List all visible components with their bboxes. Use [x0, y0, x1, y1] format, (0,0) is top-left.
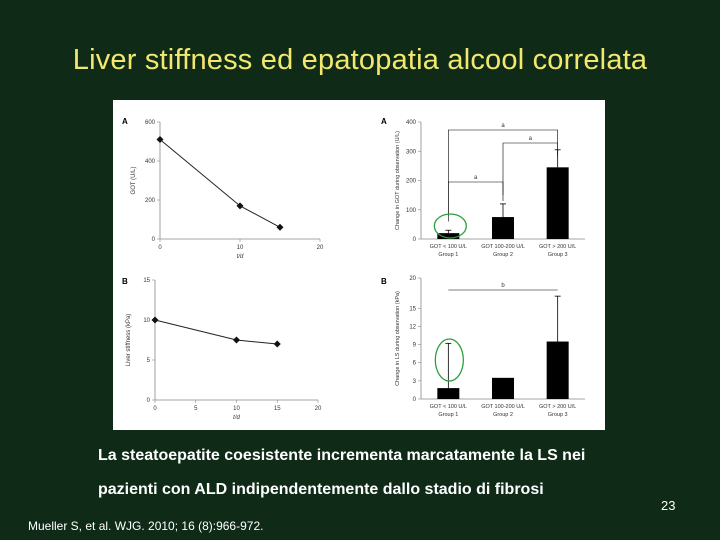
- x-tick-label: 20: [315, 406, 322, 412]
- slide-title: Liver stiffness ed epatopatia alcool cor…: [72, 44, 648, 76]
- x-tick-label: 20: [317, 245, 324, 251]
- x-category-label: GOT > 200 U/L: [539, 404, 576, 410]
- y-tick-label: 0: [413, 237, 417, 243]
- reference: Mueller S, et al. WJG. 2010; 16 (8):966-…: [28, 519, 264, 533]
- x-tick-label: 10: [233, 406, 240, 412]
- y-tick-label: 0: [413, 397, 417, 403]
- y-tick-label: 6: [413, 361, 417, 367]
- y-tick-label: 300: [406, 149, 417, 155]
- significance-label: b: [501, 283, 505, 289]
- y-tick-label: 20: [409, 276, 416, 282]
- caption-line-2: pazienti con ALD indipendentemente dallo…: [98, 481, 544, 498]
- x-tick-label: 0: [153, 406, 157, 412]
- data-point: [273, 340, 281, 348]
- y-tick-label: 5: [147, 358, 151, 364]
- series-line: [159, 139, 281, 228]
- data-point: [233, 336, 240, 344]
- panel-label: B: [122, 277, 128, 286]
- y-tick-label: 100: [406, 208, 417, 214]
- bar: [492, 217, 514, 239]
- panel-label: A: [122, 117, 128, 126]
- bar: [546, 341, 569, 399]
- x-category-label: GOT > 200 U/L: [539, 244, 576, 250]
- y-axis-label: Liver stiffness (kPa): [126, 314, 132, 367]
- bar: [437, 233, 460, 239]
- y-tick-label: 0: [147, 398, 151, 404]
- y-tick-label: 400: [406, 120, 417, 126]
- caption-line-1: La steatoepatite coesistente incrementa …: [98, 447, 586, 464]
- significance-label: a: [501, 123, 505, 129]
- significance-bracket: [502, 142, 558, 196]
- data-point: [156, 136, 164, 144]
- x-group-label: Group 1: [438, 252, 458, 258]
- x-group-label: Group 3: [548, 252, 568, 258]
- figure-panel: A 0 200 400 600 0 10 20 t/d GOT (U/L) A 0 100 200 300 4…: [113, 100, 605, 430]
- x-group-label: Group 2: [493, 412, 513, 418]
- y-tick-label: 3: [413, 379, 417, 385]
- y-tick-label: 200: [145, 198, 156, 204]
- x-group-label: Group 2: [493, 252, 513, 258]
- y-tick-label: 9: [413, 343, 417, 349]
- y-tick-label: 600: [145, 120, 156, 126]
- x-category-label: GOT < 100 U/L: [430, 404, 467, 410]
- highlight-circle: [433, 213, 467, 239]
- x-axis-label: t/d: [233, 415, 240, 421]
- bar: [546, 167, 569, 239]
- y-tick-label: 200: [406, 179, 417, 185]
- y-tick-label: 15: [409, 306, 416, 312]
- x-tick-label: 10: [237, 245, 244, 251]
- x-axis-label: t/d: [237, 254, 244, 260]
- y-tick-label: 12: [409, 324, 416, 330]
- x-tick-label: 15: [274, 406, 281, 412]
- y-axis-label: Change in GOT during observation (U/L): [395, 131, 401, 230]
- x-group-label: Group 1: [438, 412, 458, 418]
- y-axis-label: GOT (U/L): [131, 167, 137, 195]
- y-tick-label: 0: [152, 237, 156, 243]
- y-tick-label: 15: [143, 278, 150, 284]
- panel-label: B: [381, 277, 387, 286]
- data-point: [236, 202, 244, 210]
- x-category-label: GOT < 100 U/L: [430, 244, 467, 250]
- data-point: [276, 223, 284, 231]
- y-tick-label: 10: [143, 318, 150, 324]
- significance-label: a: [474, 175, 478, 181]
- highlight-circle: [434, 338, 464, 382]
- panel-label: A: [381, 117, 387, 126]
- x-tick-label: 5: [194, 406, 198, 412]
- significance-label: a: [529, 136, 533, 142]
- x-tick-label: 0: [158, 245, 162, 251]
- bar: [437, 388, 460, 399]
- page-number: 23: [661, 498, 676, 513]
- bar: [492, 377, 514, 399]
- x-category-label: GOT 100-200 U/L: [481, 404, 525, 410]
- x-group-label: Group 3: [548, 412, 568, 418]
- y-tick-label: 400: [145, 159, 156, 165]
- x-category-label: GOT 100-200 U/L: [481, 244, 525, 250]
- significance-bracket: [448, 181, 504, 216]
- y-axis-label: Change in LS during observation (kPa): [395, 291, 401, 386]
- data-point: [151, 316, 159, 324]
- series-line: [154, 319, 278, 345]
